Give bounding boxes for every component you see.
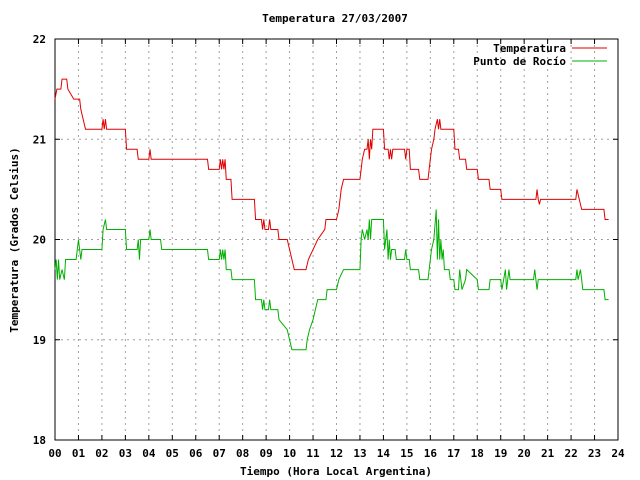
x-tick-label: 10 <box>283 447 296 460</box>
legend: Temperatura Punto de Rocío <box>473 42 607 68</box>
series-line-temperatura <box>54 78 609 271</box>
x-tick-label: 16 <box>424 447 438 460</box>
x-tick-label: 19 <box>494 447 507 460</box>
x-tick-label: 05 <box>166 447 179 460</box>
axis-ticks: 00 01 02 03 04 05 06 07 08 09 10 11 12 13 14 15 16 17 18 19… <box>33 33 625 460</box>
y-tick-label: 22 <box>33 33 46 46</box>
y-tick-label: 20 <box>33 234 46 247</box>
x-tick-label: 17 <box>447 447 460 460</box>
x-tick-label: 15 <box>400 447 413 460</box>
x-tick-label: 01 <box>72 447 86 460</box>
x-tick-label: 23 <box>588 447 601 460</box>
y-tick-label: 19 <box>33 334 46 347</box>
x-tick-label: 18 <box>471 447 484 460</box>
x-tick-label: 00 <box>48 447 61 460</box>
x-tick-label: 24 <box>611 447 625 460</box>
x-tick-label: 20 <box>518 447 531 460</box>
x-tick-label: 03 <box>119 447 132 460</box>
legend-label-temperatura: Temperatura <box>493 42 566 55</box>
x-tick-label: 12 <box>330 447 343 460</box>
x-tick-label: 14 <box>377 447 391 460</box>
series-line-punto-de-rocio <box>54 209 609 351</box>
grid <box>55 39 618 440</box>
y-axis-label: Temperatura (Grados Celsius) <box>8 147 21 332</box>
x-tick-label: 09 <box>260 447 273 460</box>
y-tick-label: 21 <box>33 133 47 146</box>
x-tick-label: 04 <box>142 447 156 460</box>
legend-label-punto-de-rocio: Punto de Rocío <box>473 55 566 68</box>
x-tick-label: 06 <box>189 447 203 460</box>
series-lines <box>54 78 609 351</box>
x-axis-label: Tiempo (Hora Local Argentina) <box>240 465 432 478</box>
x-tick-label: 21 <box>541 447 555 460</box>
y-tick-label: 18 <box>33 434 46 447</box>
x-tick-label: 13 <box>353 447 366 460</box>
x-tick-label: 11 <box>306 447 320 460</box>
chart-title: Temperatura 27/03/2007 <box>262 12 408 25</box>
x-tick-label: 07 <box>213 447 226 460</box>
x-tick-label: 02 <box>95 447 108 460</box>
x-tick-label: 08 <box>236 447 249 460</box>
x-tick-label: 22 <box>564 447 577 460</box>
